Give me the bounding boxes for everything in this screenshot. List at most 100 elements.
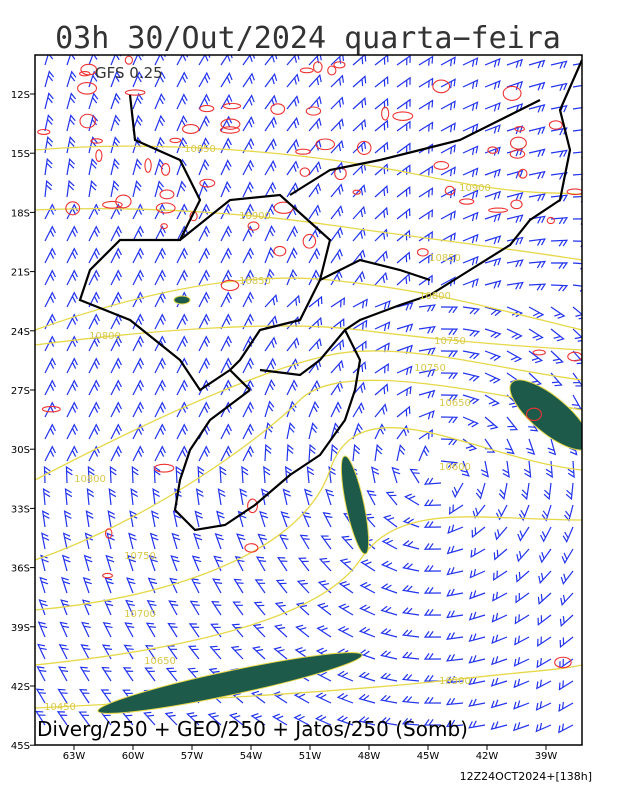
wind-barb	[44, 379, 56, 396]
wind-barb	[264, 72, 278, 88]
wind-barb	[462, 233, 479, 244]
wind-barb	[423, 653, 442, 660]
wind-barb	[176, 379, 188, 396]
wind-barb	[286, 160, 299, 176]
wind-barb	[330, 118, 344, 132]
lon-label: 45W	[417, 751, 440, 762]
wind-barb	[352, 97, 367, 110]
wind-barb	[381, 537, 398, 550]
wind-barb	[101, 644, 113, 660]
wind-barb	[318, 557, 332, 572]
wind-barb	[308, 73, 322, 88]
wind-barb	[308, 204, 321, 220]
wind-barb	[440, 416, 459, 424]
wind-barb	[506, 214, 524, 223]
wind-barb	[198, 291, 210, 308]
wind-barb	[264, 357, 277, 374]
wind-barb	[460, 460, 470, 477]
wind-barb	[264, 315, 278, 330]
wind-barb	[382, 514, 398, 528]
divergence-blob	[270, 103, 286, 115]
wind-barb	[484, 416, 499, 430]
wind-barb	[169, 577, 179, 594]
wind-barb	[167, 622, 178, 638]
wind-barb	[418, 410, 435, 420]
wind-barb	[110, 423, 122, 440]
divergence-blob	[518, 168, 528, 179]
contour-label: 10750	[124, 551, 156, 562]
divergence-blob	[37, 128, 51, 135]
wind-barb	[214, 533, 224, 550]
wind-barb	[66, 225, 78, 242]
wind-barb	[286, 225, 299, 242]
wind-barb	[282, 488, 291, 506]
lat-label: 45S	[11, 741, 30, 752]
wind-barb	[242, 357, 254, 374]
wind-barb	[484, 102, 501, 112]
wind-barb	[88, 203, 100, 220]
wind-barb	[401, 717, 420, 726]
wind-barb	[462, 211, 479, 222]
wind-barb	[423, 609, 442, 616]
divergence-blob	[554, 656, 572, 669]
wind-barb	[124, 622, 135, 638]
wind-barb	[257, 533, 268, 550]
wind-barb	[380, 605, 398, 616]
wind-barb	[253, 601, 266, 616]
wind-barb	[57, 688, 68, 704]
wind-barb	[423, 565, 442, 572]
wind-barb	[129, 510, 138, 528]
wind-barb	[337, 625, 354, 638]
divergence-blob	[273, 245, 287, 257]
wind-barb	[250, 690, 266, 704]
wind-barb	[537, 614, 552, 626]
wind-barb	[286, 443, 294, 462]
contour-label: 10500	[439, 676, 471, 687]
wind-barb	[252, 623, 266, 638]
divergence-blob	[104, 528, 113, 539]
divergence-blob	[299, 67, 314, 74]
wind-barb	[352, 298, 368, 309]
wind-barb	[187, 645, 200, 660]
wind-barb	[66, 136, 76, 154]
wind-barb	[330, 55, 345, 66]
wind-barb	[517, 526, 530, 542]
wind-barb	[189, 600, 200, 616]
divergence-blob	[502, 85, 522, 101]
wind-barb	[44, 225, 56, 242]
wind-barb	[462, 189, 479, 200]
wind-barb	[380, 583, 398, 594]
wind-barb	[396, 385, 412, 397]
wind-barb	[38, 599, 48, 616]
wind-barb	[506, 147, 524, 157]
wind-barb	[572, 262, 582, 270]
map-frame	[34, 54, 583, 746]
wind-barb	[528, 81, 546, 91]
wind-barb	[88, 445, 100, 462]
lon-label: 42W	[476, 751, 499, 762]
divergence-blob	[244, 543, 259, 553]
wind-barb	[242, 379, 254, 396]
wind-barb	[528, 59, 546, 69]
wind-barb	[440, 100, 456, 111]
divergence-blob	[432, 79, 451, 94]
wind-barb	[220, 72, 233, 88]
wind-barb	[66, 92, 77, 110]
wind-barb	[512, 722, 530, 732]
wind-barb	[396, 98, 411, 110]
contour-label: 10650	[144, 656, 176, 667]
wind-barb	[523, 460, 532, 479]
wind-barb	[565, 482, 574, 501]
wind-barb	[352, 249, 366, 264]
wind-barb	[88, 423, 100, 440]
wind-barb	[286, 294, 301, 308]
wind-barb	[44, 247, 56, 264]
wind-barb	[571, 394, 582, 410]
wind-barb	[220, 55, 233, 66]
wind-barb	[396, 251, 411, 264]
wind-barb	[176, 180, 187, 198]
wind-barb	[495, 504, 508, 521]
divergence-blob	[124, 89, 146, 96]
wind-barb	[40, 554, 49, 572]
divergence-blob	[144, 158, 152, 173]
